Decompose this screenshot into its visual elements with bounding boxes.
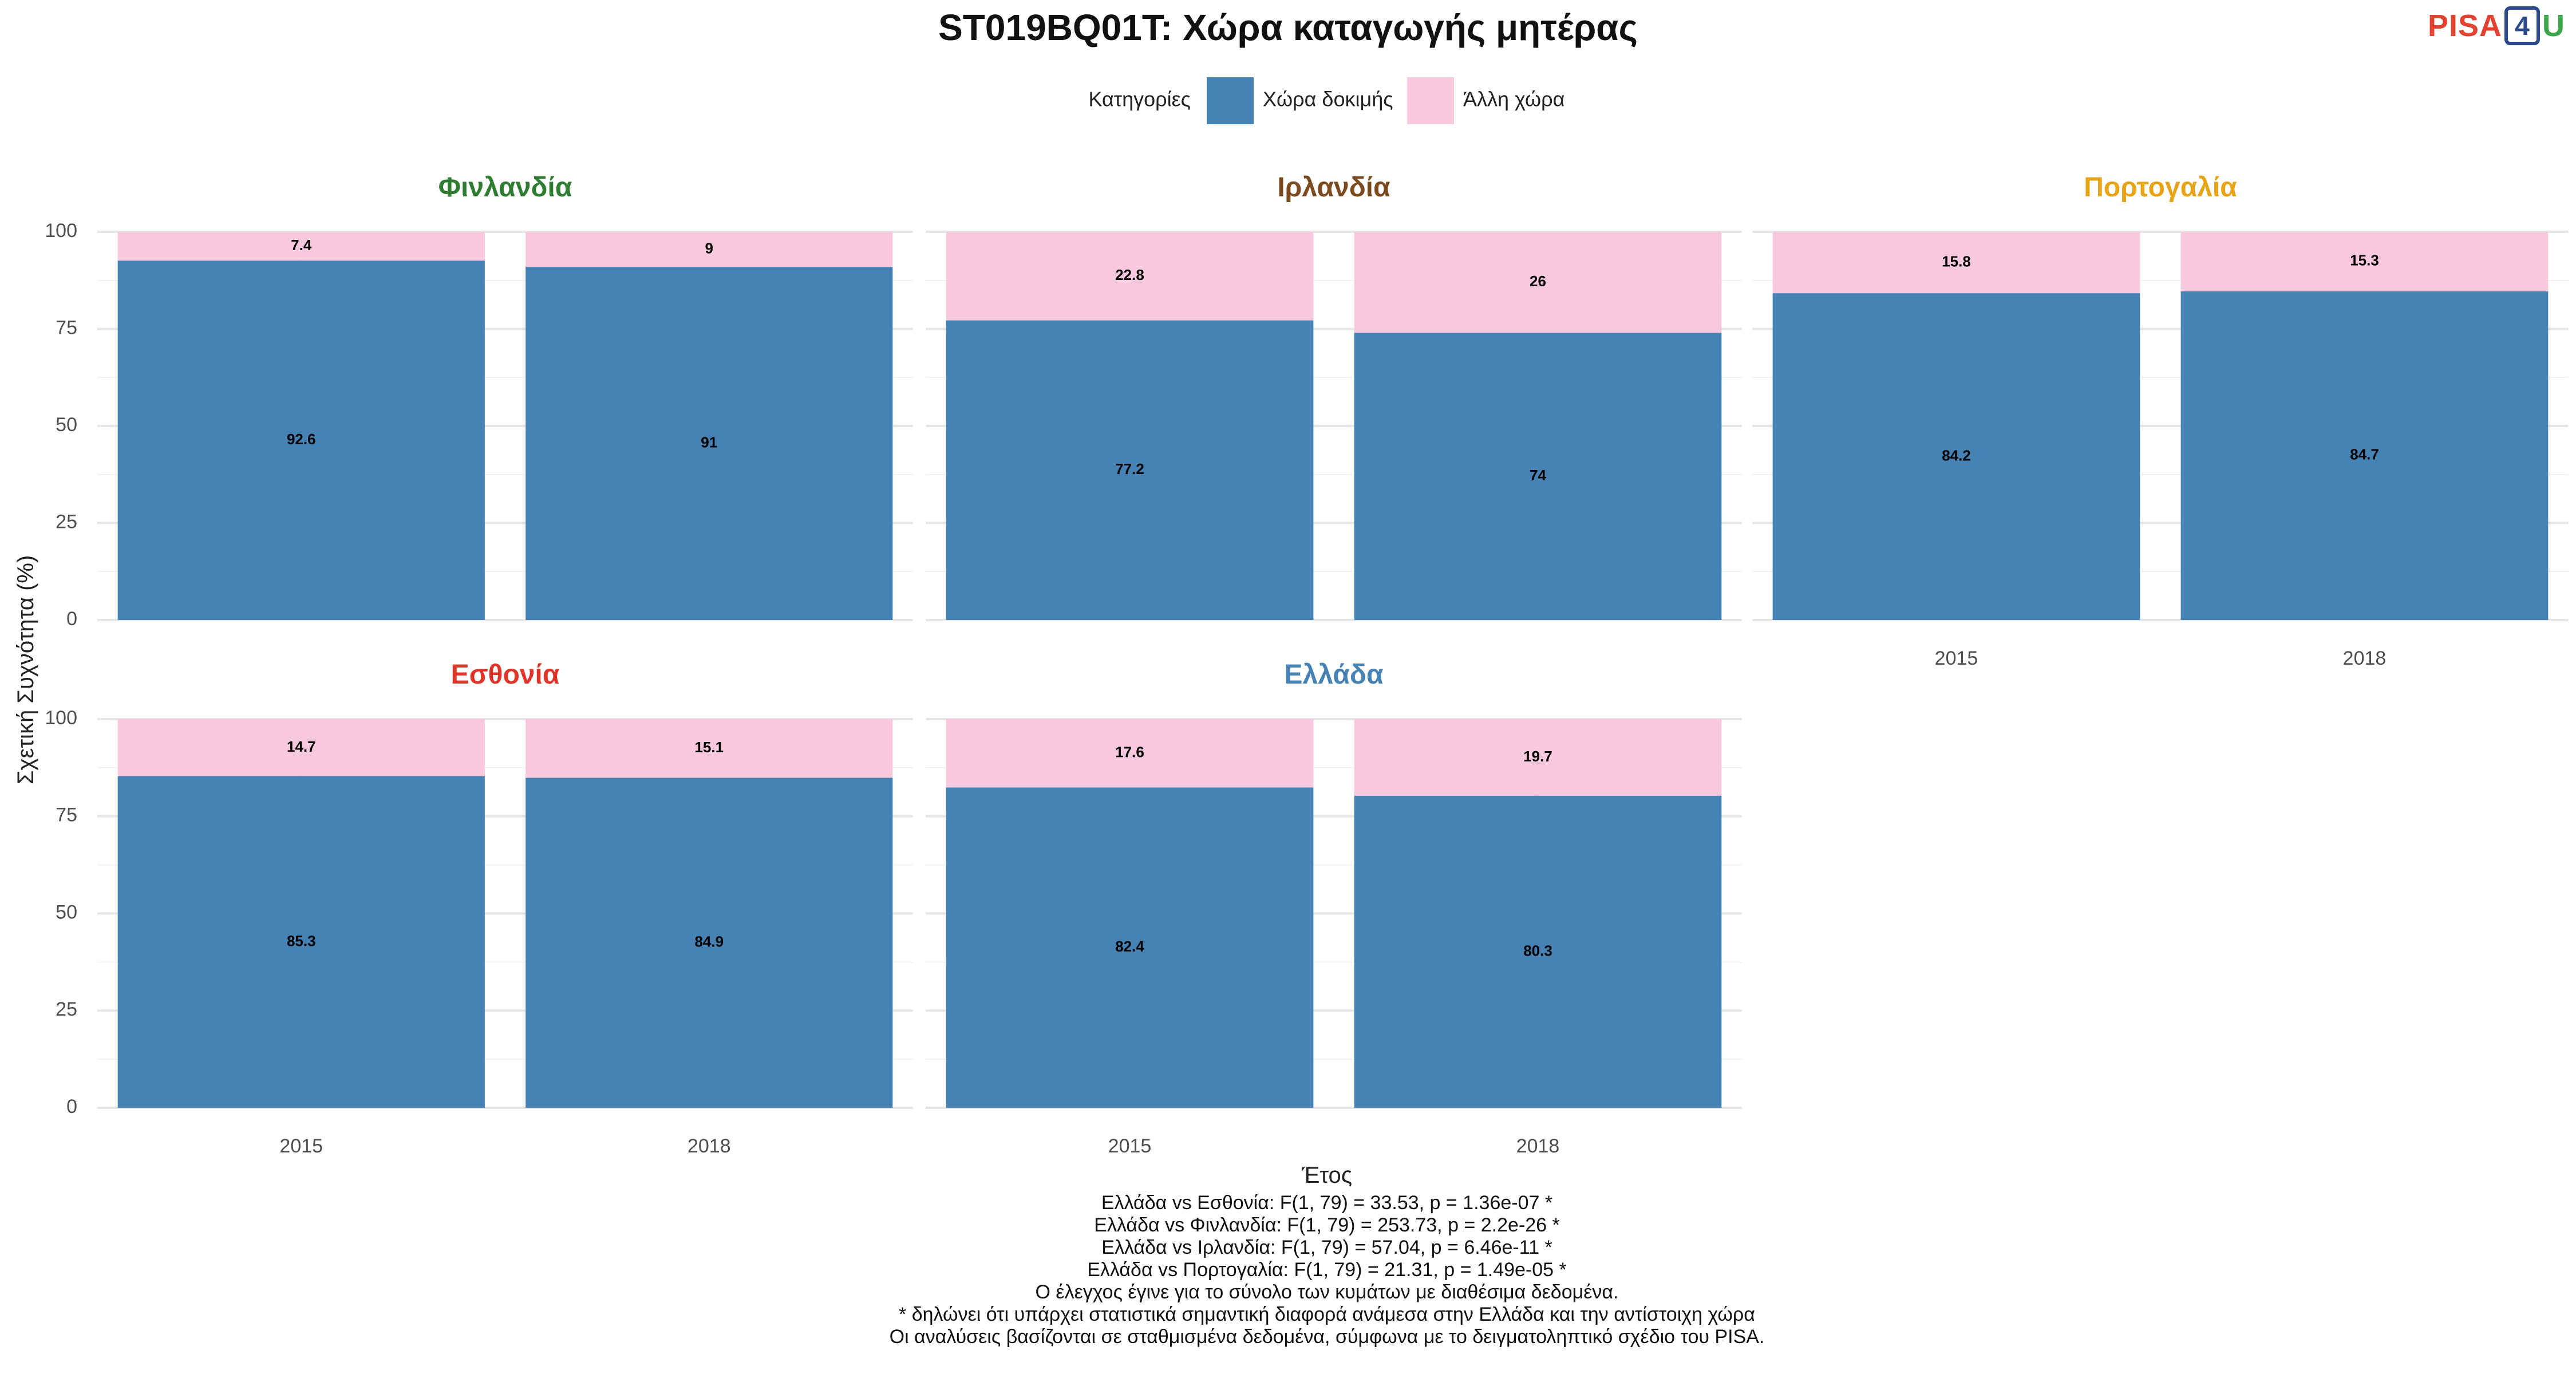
x-tick-label: 2015 [1935,647,1978,669]
logo-text-pisa: PISA [2427,9,2502,43]
legend-label-1: Χώρα δοκιμής [1263,88,1393,111]
bar-test-country-2018 [1354,333,1722,620]
y-tick-label: 0 [66,608,77,630]
panel-title-3: Πορτογαλία [2084,172,2237,203]
data-label: 26 [1530,273,1546,290]
y-tick-label: 50 [56,901,77,923]
pisa4u-logo: PISA 4 U [2428,6,2565,46]
bar-test-country-2018 [2180,291,2549,620]
x-tick-label: 2015 [279,1135,323,1157]
bar-other-country-2018 [2180,232,2549,291]
data-label: 15.3 [2350,252,2379,269]
bar-test-country-2015 [946,787,1314,1108]
caption-line-6: * δηλώνει ότι υπάρχει στατιστικά σημαντι… [899,1304,1755,1325]
panel-5: Ελλάδα 82.4 17.6 2015 80.3 19.7 2018 [926,660,1742,1157]
bar-other-country-2018 [1354,719,1722,796]
data-label: 84.2 [1942,447,1971,464]
bar-other-country-2018 [526,232,893,267]
bar-other-country-2015 [117,719,485,776]
bar-other-country-2015 [946,719,1314,788]
y-tick-label: 0 [66,1096,77,1118]
data-label: 17.6 [1115,744,1144,761]
data-label: 91 [701,433,717,451]
bar-test-country-2015 [117,776,485,1108]
caption-line-3: Ελλάδα vs Ιρλανδία: F(1, 79) = 57.04, p … [1101,1237,1552,1258]
y-tick-label: 100 [45,220,77,242]
bar-test-country-2015 [946,320,1314,620]
panel-2: Ιρλανδία 77.2 22.8 74 26 [926,172,1742,621]
legend-label-2: Άλλη χώρα [1463,88,1564,111]
y-tick-label: 50 [56,414,77,436]
logo-text-four: 4 [2504,6,2540,45]
y-tick-label: 25 [56,998,77,1020]
data-label: 19.7 [1523,748,1552,765]
y-tick-label: 75 [56,804,77,826]
bar-other-country-2018 [1354,232,1722,333]
x-tick-label: 2018 [688,1135,731,1157]
panel-1: Φινλανδία 0 25 50 75 100 92.6 7.4 91 9 [45,172,913,630]
bar-test-country-2015 [117,260,485,620]
y-axis-title: Σχετική Συχνότητα (%) [13,555,38,785]
data-label: 82.4 [1115,938,1144,955]
caption-line-2: Ελλάδα vs Φινλανδία: F(1, 79) = 253.73, … [1094,1214,1559,1236]
data-label: 74 [1530,467,1546,484]
panel-title-2: Ιρλανδία [1277,172,1390,203]
data-label: 14.7 [287,738,316,755]
panel-3: Πορτογαλία 84.2 15.8 2015 84.7 15.3 2018 [1752,172,2569,669]
legend-swatch-1 [1207,77,1254,124]
y-tick-label: 25 [56,511,77,532]
data-label: 84.9 [694,933,724,950]
y-tick-label: 75 [56,317,77,338]
panel-title-1: Φινλανδία [438,172,572,203]
bar-other-country-2018 [526,719,893,778]
x-tick-label: 2018 [1516,1135,1560,1157]
caption-line-5: Ο έλεγχος έγινε για το σύνολο των κυμάτω… [1036,1281,1619,1303]
data-label: 84.7 [2350,446,2379,463]
x-tick-label: 2015 [1108,1135,1152,1157]
panel-title-4: Εσθονία [451,660,560,690]
data-label: 15.1 [694,739,724,756]
chart-title: ST019BQ01T: Χώρα καταγωγής μητέρας [938,7,1638,48]
legend-swatch-2 [1407,77,1454,124]
data-label: 77.2 [1115,460,1144,477]
panel-4: Εσθονία 0 25 50 75 100 85.3 14.7 2015 84.9 15.1 201… [45,660,913,1157]
bar-test-country-2018 [526,267,893,620]
bar-test-country-2018 [1354,795,1722,1108]
legend-title: Κατηγορίες [1088,88,1191,111]
data-label: 22.8 [1115,266,1144,283]
data-label: 7.4 [291,236,312,254]
data-label: 80.3 [1523,942,1552,959]
x-axis-title: Έτος [1301,1163,1352,1188]
bar-other-country-2015 [1772,232,2140,294]
x-tick-label: 2018 [2343,647,2387,669]
panel-title-5: Ελλάδα [1285,660,1384,690]
bar-other-country-2015 [946,232,1314,321]
data-label: 85.3 [287,932,316,949]
data-label: 15.8 [1942,252,1971,270]
logo-text-u: U [2542,9,2565,43]
bar-test-country-2015 [1772,293,2140,620]
bar-other-country-2015 [117,232,485,261]
data-label: 92.6 [287,431,316,448]
bar-test-country-2018 [526,777,893,1108]
y-tick-label: 100 [45,707,77,729]
caption-line-4: Ελλάδα vs Πορτογαλία: F(1, 79) = 21.31, … [1087,1259,1567,1281]
data-label: 9 [705,239,713,256]
caption-line-1: Ελλάδα vs Εσθονία: F(1, 79) = 33.53, p =… [1101,1192,1552,1214]
caption-line-7: Οι αναλύσεις βασίζονται σε σταθμισμένα δ… [890,1326,1765,1348]
